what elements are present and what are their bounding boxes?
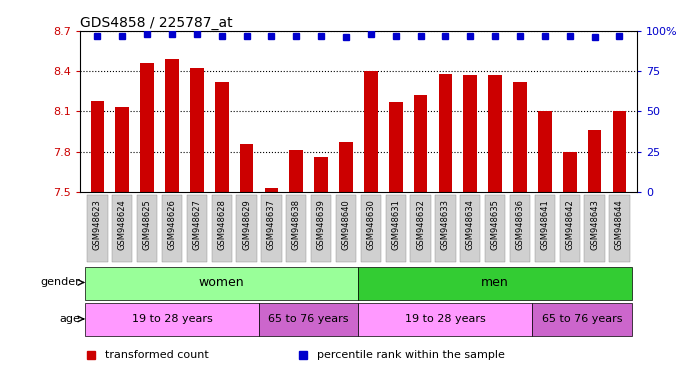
- Bar: [361, 195, 381, 262]
- Text: GDS4858 / 225787_at: GDS4858 / 225787_at: [80, 16, 232, 30]
- Bar: [560, 195, 580, 262]
- Bar: [509, 195, 530, 262]
- Bar: [358, 267, 632, 300]
- Bar: [460, 195, 480, 262]
- Bar: [290, 151, 303, 192]
- Bar: [612, 111, 626, 192]
- Bar: [187, 195, 207, 262]
- Text: GSM948631: GSM948631: [391, 199, 400, 250]
- Text: GSM948641: GSM948641: [540, 199, 549, 250]
- Bar: [435, 195, 456, 262]
- Bar: [259, 303, 358, 336]
- Text: GSM948644: GSM948644: [615, 199, 624, 250]
- Bar: [386, 195, 406, 262]
- Text: 19 to 28 years: 19 to 28 years: [405, 314, 486, 324]
- Bar: [264, 188, 278, 192]
- Bar: [358, 303, 532, 336]
- Bar: [513, 82, 527, 192]
- Bar: [190, 68, 204, 192]
- Bar: [85, 267, 358, 300]
- Bar: [438, 74, 452, 192]
- Text: GSM948629: GSM948629: [242, 199, 251, 250]
- Text: GSM948625: GSM948625: [143, 199, 152, 250]
- Text: gender: gender: [41, 278, 81, 288]
- Text: percentile rank within the sample: percentile rank within the sample: [317, 350, 505, 360]
- Bar: [239, 144, 253, 192]
- Text: GSM948636: GSM948636: [516, 199, 525, 250]
- Bar: [162, 195, 182, 262]
- Bar: [364, 71, 378, 192]
- Text: GSM948624: GSM948624: [118, 199, 127, 250]
- Bar: [137, 195, 157, 262]
- Bar: [315, 157, 328, 192]
- Bar: [87, 195, 108, 262]
- Text: GSM948642: GSM948642: [565, 199, 574, 250]
- Text: GSM948627: GSM948627: [192, 199, 201, 250]
- Bar: [411, 195, 431, 262]
- Bar: [413, 95, 427, 192]
- Text: 65 to 76 years: 65 to 76 years: [269, 314, 349, 324]
- Bar: [535, 195, 555, 262]
- Bar: [585, 195, 605, 262]
- Bar: [286, 195, 306, 262]
- Text: GSM948623: GSM948623: [93, 199, 102, 250]
- Bar: [212, 195, 232, 262]
- Bar: [90, 101, 104, 192]
- Bar: [165, 59, 179, 192]
- Text: GSM948639: GSM948639: [317, 199, 326, 250]
- Bar: [112, 195, 132, 262]
- Bar: [609, 195, 630, 262]
- Bar: [85, 303, 259, 336]
- Bar: [489, 75, 502, 192]
- Text: women: women: [199, 276, 244, 289]
- Bar: [116, 107, 129, 192]
- Text: GSM948633: GSM948633: [441, 199, 450, 250]
- Text: GSM948640: GSM948640: [342, 199, 351, 250]
- Bar: [389, 102, 402, 192]
- Text: men: men: [481, 276, 509, 289]
- Text: GSM948634: GSM948634: [466, 199, 475, 250]
- Bar: [215, 82, 228, 192]
- Text: GSM948635: GSM948635: [491, 199, 500, 250]
- Bar: [563, 152, 576, 192]
- Bar: [538, 111, 552, 192]
- Bar: [485, 195, 505, 262]
- Bar: [464, 75, 477, 192]
- Text: GSM948632: GSM948632: [416, 199, 425, 250]
- Text: GSM948638: GSM948638: [292, 199, 301, 250]
- Bar: [532, 303, 632, 336]
- Text: 19 to 28 years: 19 to 28 years: [132, 314, 212, 324]
- Bar: [339, 142, 353, 192]
- Bar: [237, 195, 257, 262]
- Bar: [336, 195, 356, 262]
- Text: 65 to 76 years: 65 to 76 years: [542, 314, 622, 324]
- Bar: [261, 195, 282, 262]
- Text: age: age: [60, 314, 81, 324]
- Bar: [141, 63, 154, 192]
- Text: GSM948626: GSM948626: [168, 199, 177, 250]
- Text: GSM948643: GSM948643: [590, 199, 599, 250]
- Bar: [587, 130, 601, 192]
- Bar: [311, 195, 331, 262]
- Text: GSM948628: GSM948628: [217, 199, 226, 250]
- Text: GSM948637: GSM948637: [267, 199, 276, 250]
- Text: transformed count: transformed count: [105, 350, 209, 360]
- Text: GSM948630: GSM948630: [366, 199, 375, 250]
